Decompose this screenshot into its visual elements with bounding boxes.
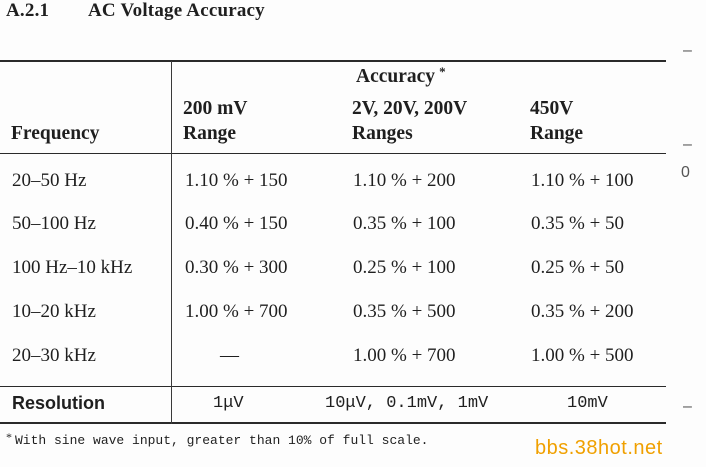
table-top-rule [0,60,666,62]
cell-2v: 0.35 % + 500 [353,301,456,322]
accuracy-group-header: Accuracy * [356,64,446,89]
cell-450v: 0.25 % + 50 [531,257,625,278]
cell-frequency: 20–30 kHz [12,345,96,366]
watermark: bbs.38hot.net [535,437,663,459]
col-header-frequency: Frequency [11,123,100,144]
cell-450v: 0.35 % + 50 [531,213,625,234]
resolution-label: Resolution [12,393,105,413]
table-bottom-rule [0,422,666,424]
resolution-450v: 10mV [567,394,608,413]
section-title: AC Voltage Accuracy [88,0,265,21]
margin-mark: – [683,136,692,153]
col-header-450v-line2: Range [530,123,584,144]
cell-frequency: 50–100 Hz [12,213,96,234]
margin-mark: – [683,398,692,415]
cell-450v: 1.10 % + 100 [531,170,634,191]
resolution-2v: 10μV, 0.1mV, 1mV [325,394,489,413]
cell-2v: 1.10 % + 200 [353,170,456,191]
table-header-rule [0,153,666,154]
cell-200mv: 0.40 % + 150 [185,213,288,234]
col-header-2v-line1: 2V, 20V, 200V [352,98,468,119]
section-number: A.2.1 [6,0,50,21]
resolution-200mv: 1μV [213,394,244,413]
margin-mark: 0 [681,164,690,181]
col-header-200mv-line2: Range [183,123,237,144]
accuracy-header-label: Accuracy [356,66,436,87]
col-header-450v: 450V Range [530,96,583,146]
col-header-450v-line1: 450V [530,98,574,119]
cell-frequency: 10–20 kHz [12,301,96,322]
margin-mark: – [683,42,692,59]
table-column-divider [171,61,172,424]
cell-450v: 0.35 % + 200 [531,301,634,322]
cell-450v: 1.00 % + 500 [531,345,634,366]
cell-200mv: — [220,345,239,366]
col-header-2v-line2: Ranges [352,123,413,144]
footnote-text: With sine wave input, greater than 10% o… [15,433,429,448]
table-resolution-rule [0,386,666,387]
col-header-2v-ranges: 2V, 20V, 200V Ranges [352,96,467,146]
cell-frequency: 20–50 Hz [12,170,87,191]
cell-2v: 1.00 % + 700 [353,345,456,366]
cell-200mv: 0.30 % + 300 [185,257,288,278]
accuracy-footnote-mark: * [439,64,446,79]
cell-200mv: 1.00 % + 700 [185,301,288,322]
col-header-200mv: 200 mV Range [183,96,247,146]
section-heading: A.2.1 AC Voltage Accuracy [6,0,265,22]
cell-frequency: 100 Hz–10 kHz [12,257,133,278]
footnote-mark: * [6,430,12,444]
cell-200mv: 1.10 % + 150 [185,170,288,191]
col-header-200mv-line1: 200 mV [183,98,248,119]
footnote: * With sine wave input, greater than 10% … [6,430,429,448]
cell-2v: 0.25 % + 100 [353,257,456,278]
cell-2v: 0.35 % + 100 [353,213,456,234]
